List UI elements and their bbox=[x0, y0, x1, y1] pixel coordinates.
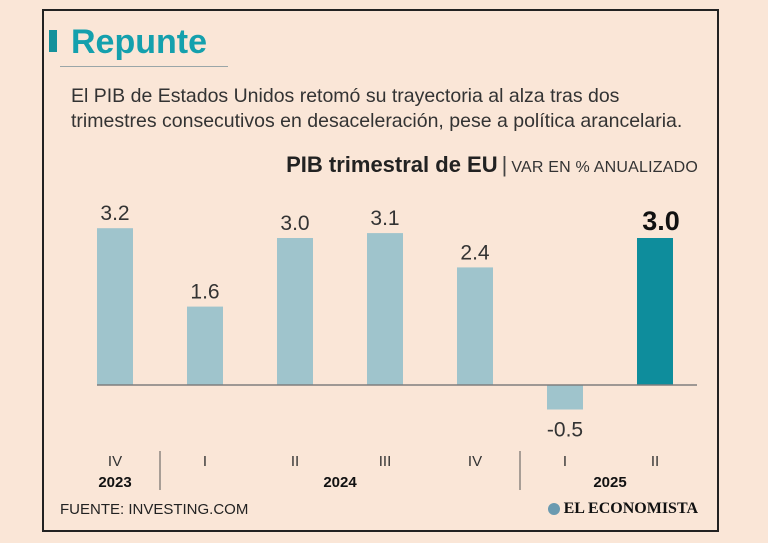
quarter-label-1: I bbox=[203, 453, 207, 470]
year-label-0: 2023 bbox=[98, 474, 131, 491]
value-label-5: -0.5 bbox=[547, 419, 583, 442]
bar-5 bbox=[547, 385, 583, 410]
value-label-1: 1.6 bbox=[190, 281, 219, 304]
chart-title-main: PIB trimestral de EU bbox=[286, 152, 498, 177]
publisher-logo: EL ECONOMISTA bbox=[547, 500, 698, 518]
el-economista-logo-icon bbox=[547, 503, 560, 515]
value-label-6: 3.0 bbox=[642, 206, 680, 236]
headline-underline bbox=[60, 66, 228, 67]
quarter-label-0: IV bbox=[108, 453, 122, 470]
value-label-2: 3.0 bbox=[280, 212, 309, 235]
subtitle: El PIB de Estados Unidos retomó su traye… bbox=[71, 85, 683, 132]
headline: Repunte bbox=[71, 23, 207, 61]
infographic-frame bbox=[42, 9, 719, 532]
bar-1 bbox=[187, 306, 223, 385]
quarter-label-6: II bbox=[651, 453, 659, 470]
headline-accent-bar bbox=[49, 30, 57, 52]
source-note: FUENTE: INVESTING.COM bbox=[60, 501, 249, 518]
quarter-label-4: IV bbox=[468, 453, 482, 470]
quarter-label-3: III bbox=[379, 453, 392, 470]
bar-3 bbox=[367, 233, 403, 385]
bar-2 bbox=[277, 238, 313, 385]
value-label-0: 3.2 bbox=[100, 202, 129, 225]
bar-4 bbox=[457, 267, 493, 385]
publisher-logo-text: EL ECONOMISTA bbox=[563, 500, 698, 517]
value-label-4: 2.4 bbox=[460, 241, 490, 264]
year-label-1: 2024 bbox=[323, 474, 357, 491]
quarter-label-5: I bbox=[563, 453, 567, 470]
chart-title-separator: | bbox=[501, 152, 508, 177]
year-label-2: 2025 bbox=[593, 474, 626, 491]
chart-title: PIB trimestral de EU | VAR EN % ANUALIZADO bbox=[286, 152, 698, 178]
quarter-label-2: II bbox=[291, 453, 299, 470]
value-label-3: 3.1 bbox=[370, 207, 399, 230]
bar-6 bbox=[637, 238, 673, 385]
bar-0 bbox=[97, 228, 133, 385]
chart-title-unit: VAR EN % ANUALIZADO bbox=[511, 159, 698, 176]
